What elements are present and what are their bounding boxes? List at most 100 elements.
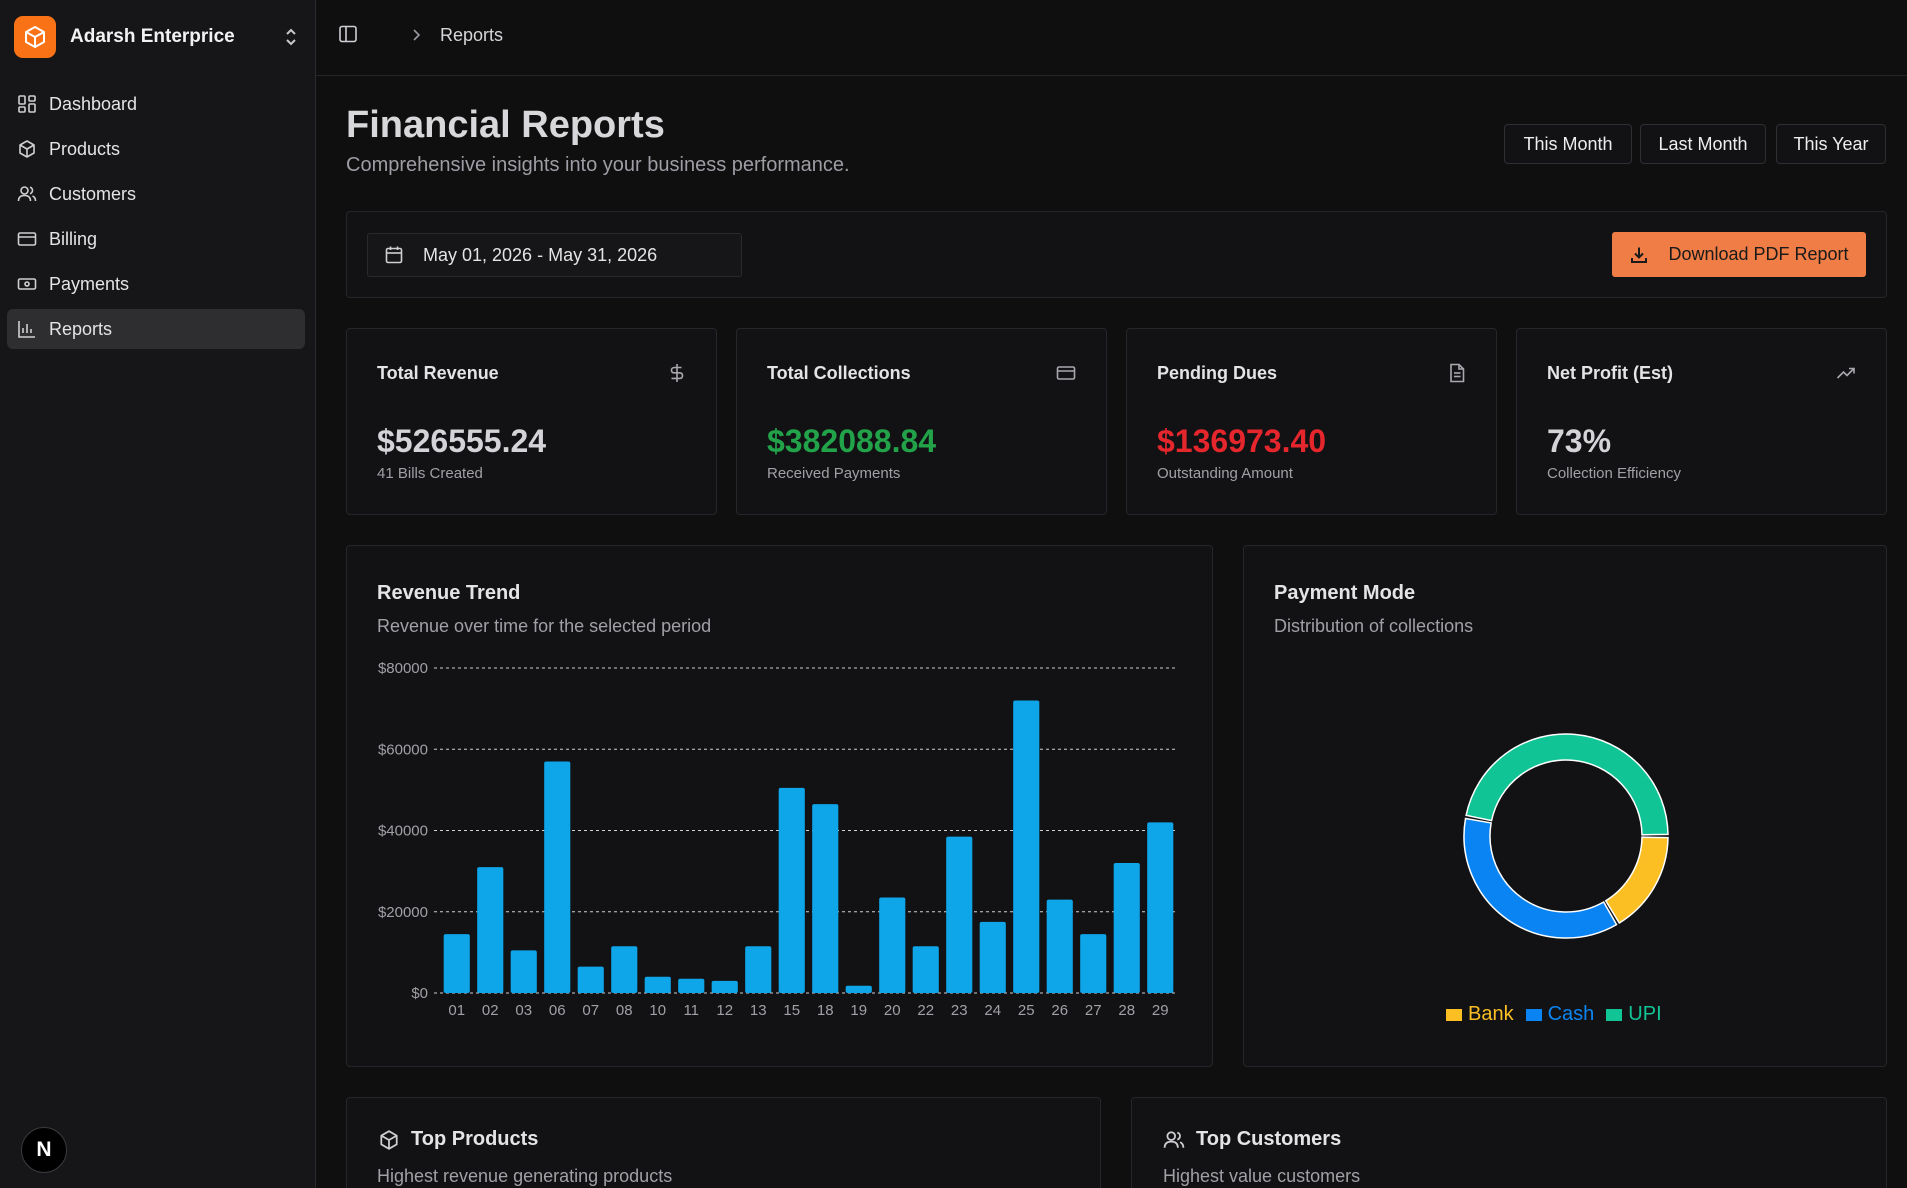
revenue-bar[interactable] [745, 946, 772, 993]
sidebar-item-label: Payments [49, 273, 130, 294]
download-icon [1631, 247, 1648, 263]
sidebar-item-products[interactable]: Products [7, 129, 305, 169]
stat-value: $526555.24 [377, 423, 547, 459]
x-tick-label: 06 [549, 1002, 566, 1019]
sidebar-item-dashboard[interactable]: Dashboard [7, 84, 305, 124]
payment-mode-card: Payment Mode Distribution of collections [1243, 545, 1887, 1067]
brand-logo [14, 16, 56, 58]
donut-slice-cash[interactable] [1463, 817, 1618, 939]
top-customers-card [1131, 1097, 1887, 1188]
revenue-bar[interactable] [1113, 863, 1140, 993]
revenue-bar[interactable] [1080, 934, 1107, 993]
stat-title: Pending Dues [1157, 363, 1278, 383]
x-tick-label: 22 [917, 1002, 934, 1019]
filter-bar: May 01, 2026 - May 31, 2026 Download PDF… [346, 211, 1887, 298]
sidebar-toggle-button[interactable] [338, 24, 358, 49]
date-range-picker[interactable]: May 01, 2026 - May 31, 2026 [367, 233, 742, 277]
revenue-bar[interactable] [577, 966, 604, 993]
sidebar: Adarsh Enterprice Dashboard Products Cus… [0, 0, 316, 1188]
revenue-bar[interactable] [477, 867, 504, 993]
workspace-switcher[interactable]: Adarsh Enterprice [14, 16, 300, 58]
package-icon [19, 140, 35, 158]
sidebar-item-label: Reports [49, 318, 113, 339]
sidebar-item-reports[interactable]: Reports [7, 309, 305, 349]
legend-item-upi[interactable]: UPI [1606, 1003, 1662, 1026]
legend-swatch [1606, 1008, 1623, 1021]
card-subtitle: Highest revenue generating products [377, 1166, 673, 1186]
legend-label: Cash [1547, 1003, 1595, 1025]
card-title: Top Products [411, 1128, 539, 1150]
panel-left-icon [339, 25, 357, 43]
sidebar-item-payments[interactable]: Payments [7, 264, 305, 304]
legend-label: Bank [1468, 1003, 1514, 1025]
revenue-bar[interactable] [1013, 700, 1040, 994]
stat-value: $382088.84 [767, 423, 937, 459]
file-icon [1450, 363, 1465, 383]
revenue-bar[interactable] [678, 978, 705, 993]
revenue-bar[interactable] [544, 761, 571, 993]
revenue-bar[interactable] [778, 787, 805, 993]
revenue-bar[interactable] [845, 985, 872, 993]
card-title: Revenue Trend [377, 582, 521, 604]
x-tick-label: 20 [884, 1002, 901, 1019]
y-tick-label: $20000 [378, 904, 428, 921]
top-products-header: Top Products [378, 1128, 538, 1151]
revenue-trend-card: Revenue Trend Revenue over time for the … [346, 545, 1213, 1067]
revenue-bar[interactable] [644, 976, 671, 993]
legend-item-bank[interactable]: Bank [1446, 1003, 1514, 1026]
stat-subtext: Outstanding Amount [1157, 465, 1293, 482]
package-icon [380, 1129, 398, 1150]
x-tick-label: 02 [482, 1002, 499, 1019]
revenue-bar[interactable] [443, 934, 470, 993]
dev-tools-badge[interactable]: N [21, 1127, 67, 1173]
revenue-bar[interactable] [946, 836, 973, 993]
top-customers-header: Top Customers [1163, 1128, 1341, 1151]
stat-card-total-collections: Total Collections $382088.84 Received Pa… [736, 328, 1107, 515]
revenue-bar[interactable] [979, 921, 1006, 993]
card-subtitle: Revenue over time for the selected perio… [377, 616, 712, 636]
last-month-button[interactable]: Last Month [1640, 124, 1766, 164]
date-range-value: May 01, 2026 - May 31, 2026 [423, 244, 658, 265]
revenue-bar[interactable] [611, 946, 638, 993]
workspace-name: Adarsh Enterprice [70, 26, 235, 47]
sidebar-nav: Dashboard Products Customers Billing Pay… [7, 84, 305, 354]
stat-value: 73% [1547, 423, 1612, 459]
x-tick-label: 19 [850, 1002, 867, 1019]
this-month-button[interactable]: This Month [1504, 124, 1632, 164]
top-products-card [346, 1097, 1101, 1188]
stat-value: $136973.40 [1157, 423, 1327, 459]
download-label: Download PDF Report [1668, 244, 1849, 264]
top-bar: Reports [316, 0, 1907, 76]
revenue-bar[interactable] [1046, 899, 1073, 993]
stat-subtext: Received Payments [767, 465, 901, 482]
y-tick-label: $60000 [378, 741, 428, 758]
sidebar-item-label: Customers [49, 183, 137, 204]
x-tick-label: 07 [582, 1002, 599, 1019]
revenue-bar[interactable] [711, 980, 738, 993]
sidebar-item-customers[interactable]: Customers [7, 174, 305, 214]
x-tick-label: 03 [515, 1002, 532, 1019]
revenue-bar[interactable] [912, 946, 939, 993]
this-year-button[interactable]: This Year [1776, 124, 1886, 164]
legend-item-cash[interactable]: Cash [1525, 1003, 1595, 1026]
sidebar-item-label: Products [49, 138, 121, 159]
download-pdf-button[interactable]: Download PDF Report [1612, 232, 1866, 277]
stat-card-net-profit: Net Profit (Est) 73% Collection Efficien… [1516, 328, 1887, 515]
revenue-bar[interactable] [1147, 822, 1174, 993]
x-tick-label: 15 [783, 1002, 800, 1019]
breadcrumb[interactable]: Reports [440, 25, 504, 45]
x-tick-label: 23 [951, 1002, 968, 1019]
x-tick-label: 13 [750, 1002, 767, 1019]
x-tick-label: 18 [817, 1002, 834, 1019]
stat-subtext: 41 Bills Created [377, 465, 483, 482]
donut-slice-upi[interactable] [1465, 733, 1669, 836]
dollar-icon [670, 364, 684, 382]
revenue-bar[interactable] [510, 950, 537, 993]
donut-slice-bank[interactable] [1604, 836, 1669, 925]
x-tick-label: 29 [1152, 1002, 1169, 1019]
bar-chart-icon [18, 321, 35, 338]
revenue-bar[interactable] [812, 804, 839, 993]
x-tick-label: 26 [1051, 1002, 1068, 1019]
sidebar-item-billing[interactable]: Billing [7, 219, 305, 259]
revenue-bar[interactable] [879, 897, 906, 993]
